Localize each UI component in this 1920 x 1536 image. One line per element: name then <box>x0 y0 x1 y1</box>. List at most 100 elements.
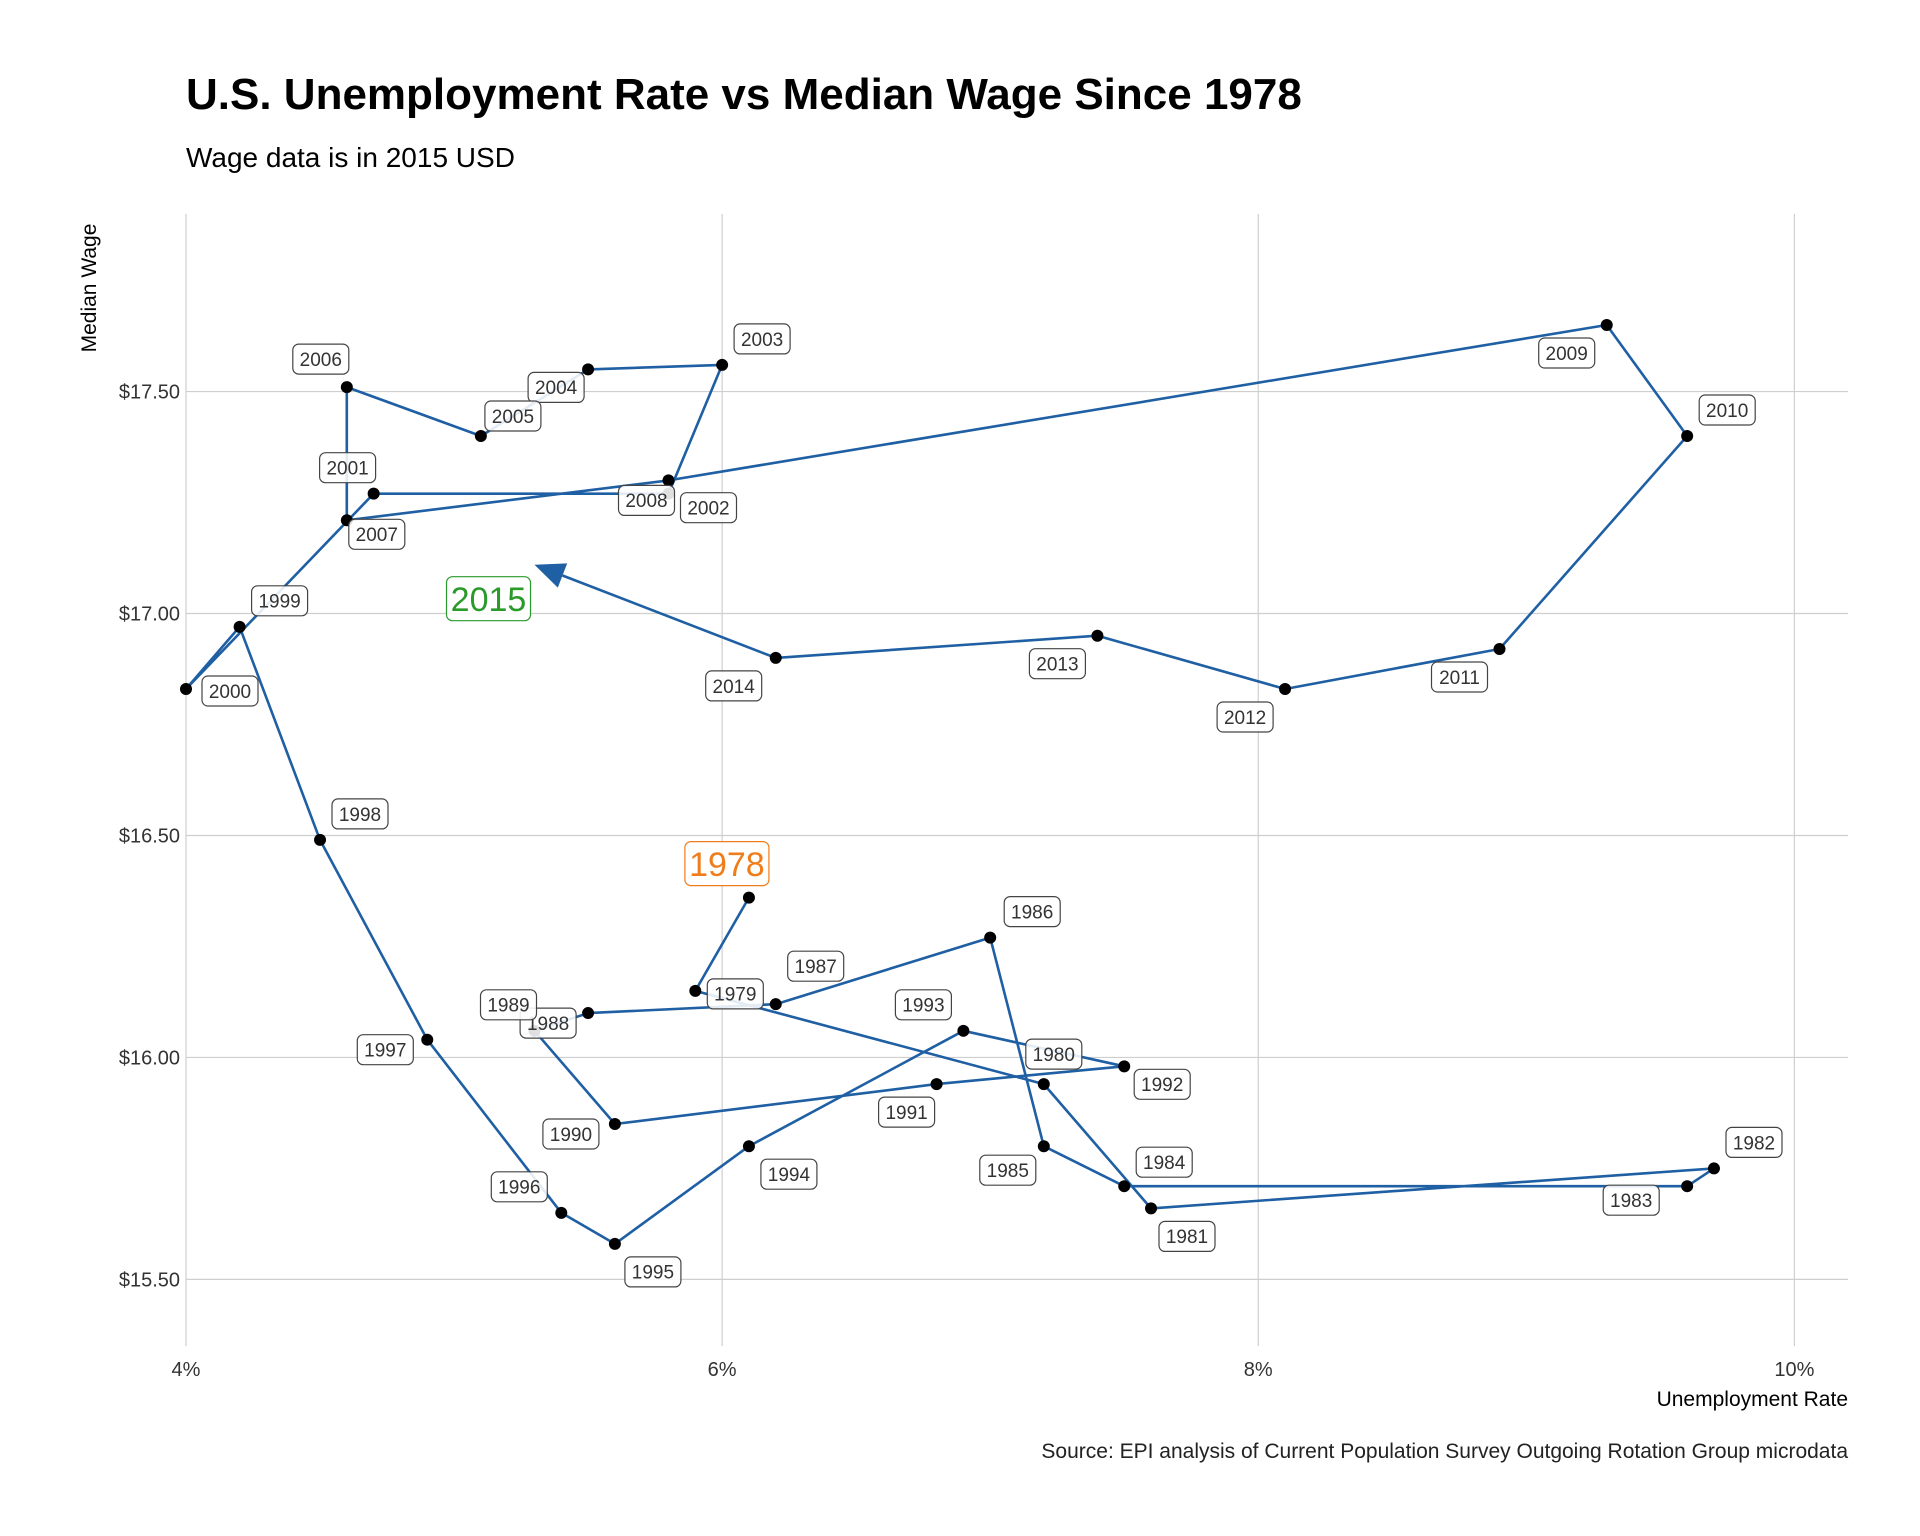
year-label: 2005 <box>492 407 534 428</box>
year-label: 1986 <box>1011 902 1053 923</box>
source-note: Source: EPI analysis of Current Populati… <box>1041 1440 1848 1463</box>
y-tick-label: $16.00 <box>119 1047 180 1069</box>
y-tick-label: $17.50 <box>119 382 180 404</box>
data-point <box>1279 682 1292 695</box>
data-point <box>1037 1078 1050 1091</box>
year-label-box <box>479 989 538 1021</box>
year-label-box <box>319 452 377 484</box>
year-label-box <box>251 585 309 617</box>
year-label: 1996 <box>498 1178 540 1199</box>
year-label: 2013 <box>1036 655 1078 676</box>
year-label-box <box>787 950 845 982</box>
x-tick-label: 8% <box>1244 1359 1273 1381</box>
year-label-box <box>542 1118 600 1150</box>
year-label-box <box>760 1158 818 1190</box>
x-tick-label: 4% <box>172 1359 201 1381</box>
y-tick-label: $16.50 <box>119 825 180 847</box>
year-label-box <box>679 492 738 524</box>
year-label-box <box>445 576 532 622</box>
year-label-box <box>1602 1184 1660 1216</box>
year-label-box <box>292 343 350 375</box>
year-label-box <box>348 518 406 550</box>
year-label-box <box>1135 1146 1193 1178</box>
data-point <box>984 931 997 944</box>
year-label: 2007 <box>356 525 398 546</box>
data-point <box>742 891 755 904</box>
line-chart: 4% 6% 8% 10%$15.50$16.00$16.50$17.00$17.50 … <box>78 214 1848 1411</box>
label-layer: 1978 1979 1980 1981 1982 1983 1984 1985 1986 1987… <box>201 323 1783 1288</box>
year-label: 1993 <box>902 996 944 1017</box>
year-label: 1995 <box>632 1263 674 1284</box>
data-point <box>314 833 327 846</box>
year-label-box <box>1003 895 1061 928</box>
year-label-box <box>1158 1220 1216 1253</box>
year-label: 1989 <box>487 996 529 1017</box>
chart-subtitle: Wage data is in 2015 USD <box>186 142 515 173</box>
y-tick-label: $17.00 <box>119 604 180 626</box>
year-label-box <box>877 1096 936 1128</box>
year-label-box <box>684 840 770 887</box>
data-point <box>930 1078 943 1091</box>
year-label-box <box>490 1171 548 1203</box>
year-label: 1982 <box>1733 1133 1775 1154</box>
data-point <box>608 1237 621 1250</box>
data-point <box>367 487 380 500</box>
year-label-box <box>624 1256 682 1288</box>
year-label-box <box>733 323 791 355</box>
end-year-label: 2015 <box>451 581 527 619</box>
year-label: 1979 <box>714 985 756 1006</box>
year-label: 2001 <box>326 459 368 480</box>
year-label-box <box>1216 701 1274 733</box>
data-point <box>1681 429 1694 442</box>
data-point <box>180 682 192 695</box>
data-point <box>1681 1180 1694 1193</box>
end-arrowhead <box>534 563 568 588</box>
year-label: 2006 <box>300 350 342 371</box>
year-label-box <box>484 400 542 432</box>
x-tick-label: 10% <box>1774 1359 1814 1381</box>
y-axis-label: Median Wage <box>78 224 101 353</box>
year-label-box <box>706 978 764 1010</box>
year-label: 1988 <box>527 1014 569 1035</box>
start-year-label: 1978 <box>689 846 765 884</box>
data-point <box>1037 1140 1050 1153</box>
year-label: 1998 <box>339 805 381 826</box>
year-label: 2012 <box>1224 708 1266 729</box>
chart-title: U.S. Unemployment Rate vs Median Wage Si… <box>186 70 1302 119</box>
point-layer <box>180 318 1720 1250</box>
data-point <box>769 651 782 664</box>
line-layer <box>184 323 1716 1246</box>
year-label-box <box>1698 394 1756 426</box>
year-label: 2010 <box>1706 401 1748 422</box>
year-label: 2008 <box>625 491 667 512</box>
data-point <box>662 474 675 487</box>
data-point <box>474 429 487 442</box>
year-label: 2003 <box>741 330 783 351</box>
data-point <box>769 998 782 1011</box>
year-label-box <box>705 670 763 702</box>
year-label-box <box>527 371 585 403</box>
data-point <box>689 984 702 997</box>
x-tick-label: 6% <box>708 1359 737 1381</box>
axis-layer: 4% 6% 8% 10% $15.50 $16.00 $16.50 $17.00 $17.50 <box>119 382 1815 1381</box>
year-label: 1984 <box>1143 1153 1186 1174</box>
year-label: 1997 <box>364 1041 406 1062</box>
data-point <box>421 1033 434 1046</box>
x-axis-label: Unemployment Rate <box>1657 1388 1848 1411</box>
year-label-box <box>979 1154 1037 1186</box>
year-label: 1990 <box>550 1125 592 1146</box>
year-label: 1991 <box>885 1103 927 1124</box>
data-point <box>1091 629 1104 642</box>
data-point <box>582 363 595 376</box>
data-point <box>1118 1180 1131 1193</box>
year-label-box <box>331 798 389 830</box>
year-label: 1999 <box>258 592 300 613</box>
year-label-box <box>617 484 676 516</box>
year-label-box <box>356 1034 414 1066</box>
year-label: 1981 <box>1166 1227 1208 1248</box>
year-label: 2004 <box>535 378 578 399</box>
year-label: 1983 <box>1610 1191 1652 1212</box>
year-label: 1980 <box>1033 1045 1075 1066</box>
data-point <box>582 1007 595 1020</box>
